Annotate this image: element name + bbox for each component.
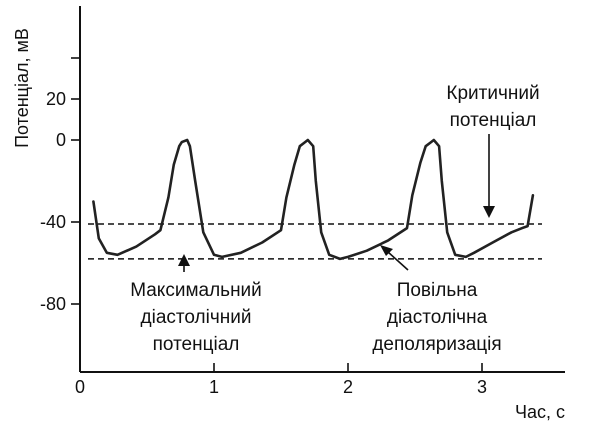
x-axis-label: Час, с [515,402,565,422]
y-ticks: 20 0 -40 -80 [40,57,80,314]
max-diastolic-label-line2: діастолічний [141,307,252,328]
slow-depol-arrow [380,245,409,271]
slow-depol-label-line3: деполяризація [372,334,501,355]
max-diastolic-arrow [178,254,190,272]
x-tick-label: 2 [343,377,353,397]
critical-arrow [483,134,495,218]
critical-label-line2: потенціал [450,110,537,131]
series-line [92,138,535,261]
x-tick-label: 0 [75,377,85,397]
max-diastolic-label-line3: потенціал [153,334,240,355]
max-diastolic-label-line1: Максимальний [130,280,262,301]
y-tick-label: 0 [56,130,66,150]
x-tick-label: 3 [477,377,487,397]
y-tick-label: -80 [40,294,66,314]
slow-depol-label-line2: діастолічна [387,307,488,328]
x-ticks: 0 1 2 3 [75,363,487,397]
y-tick-label: 20 [46,89,66,109]
y-axis-label: Потенціал, мВ [12,28,32,148]
y-tick-label: -40 [40,212,66,232]
reference-lines [88,223,542,260]
slow-depol-label-line1: Повільна [397,280,478,301]
critical-label-line1: Критичний [446,83,539,104]
x-tick-label: 1 [209,377,219,397]
